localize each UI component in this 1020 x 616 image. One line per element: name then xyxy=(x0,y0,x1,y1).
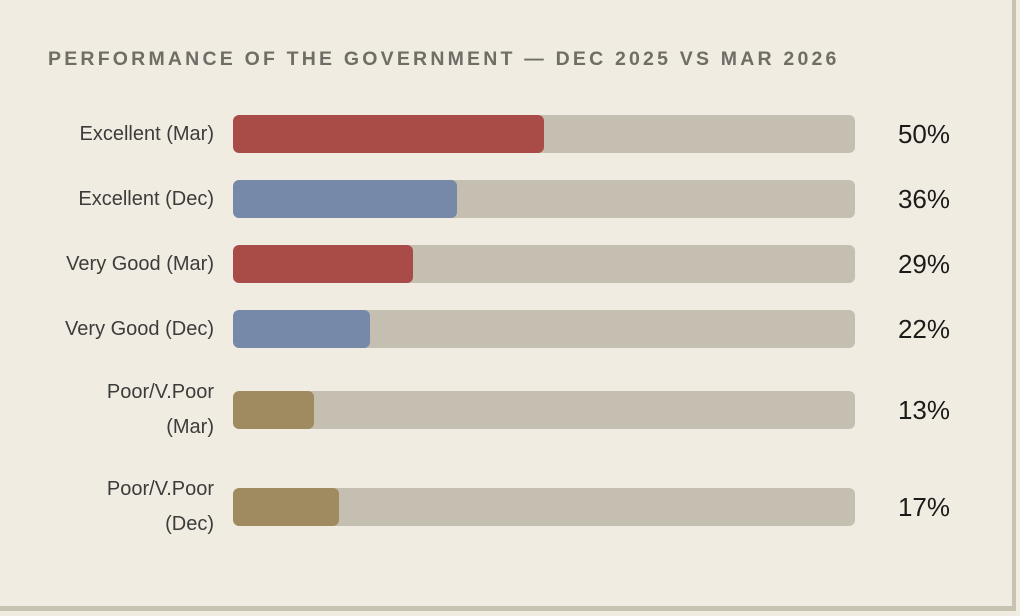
bar-fill xyxy=(233,115,544,153)
category-label: Very Good (Dec) xyxy=(48,312,233,347)
bar-fill xyxy=(233,245,414,283)
bar-row-poor-dec: Poor/V.Poor (Dec) 17% xyxy=(48,472,950,542)
bar-row-verygood-mar: Very Good (Mar) 29% xyxy=(48,245,950,283)
bar-fill xyxy=(233,180,457,218)
bar-fill xyxy=(233,391,314,429)
value-label: 29% xyxy=(897,248,950,279)
category-label-line: Excellent (Dec) xyxy=(78,187,214,210)
bar-track xyxy=(233,115,855,153)
chart-title: PERFORMANCE OF THE GOVERNMENT — DEC 2025… xyxy=(48,48,840,70)
category-label: Excellent (Mar) xyxy=(48,117,233,152)
category-label-line: Very Good (Mar) xyxy=(66,252,214,275)
bar-track xyxy=(233,391,855,429)
category-label: Poor/V.Poor (Mar) xyxy=(48,375,233,445)
bar-track xyxy=(233,245,855,283)
category-label-line: Very Good (Dec) xyxy=(65,317,214,340)
value-label: 13% xyxy=(897,394,950,425)
bar-row-excellent-dec: Excellent (Dec) 36% xyxy=(48,180,950,218)
category-label: Very Good (Mar) xyxy=(48,247,233,282)
bar-row-excellent-mar: Excellent (Mar) 50% xyxy=(48,115,950,153)
bar-fill xyxy=(233,310,370,348)
bar-row-verygood-dec: Very Good (Dec) 22% xyxy=(48,310,950,348)
value-label: 22% xyxy=(897,313,950,344)
bar-track xyxy=(233,488,855,526)
category-label-line: (Mar) xyxy=(166,416,214,438)
bar-chart: Excellent (Mar) 50% Excellent (Dec) 36% … xyxy=(48,115,950,569)
bar-track xyxy=(233,180,855,218)
value-label: 50% xyxy=(897,118,950,149)
value-label: 36% xyxy=(897,183,950,214)
category-label-line: Poor/V.Poor xyxy=(106,381,214,403)
bar-row-poor-mar: Poor/V.Poor (Mar) 13% xyxy=(48,375,950,445)
category-label: Poor/V.Poor (Dec) xyxy=(48,472,233,542)
category-label-line: (Dec) xyxy=(165,513,214,535)
category-label: Excellent (Dec) xyxy=(48,182,233,217)
value-label: 17% xyxy=(897,491,950,522)
category-label-line: Poor/V.Poor xyxy=(106,478,214,500)
category-label-line: Excellent (Mar) xyxy=(79,122,214,145)
bar-fill xyxy=(233,488,339,526)
bar-track xyxy=(233,310,855,348)
